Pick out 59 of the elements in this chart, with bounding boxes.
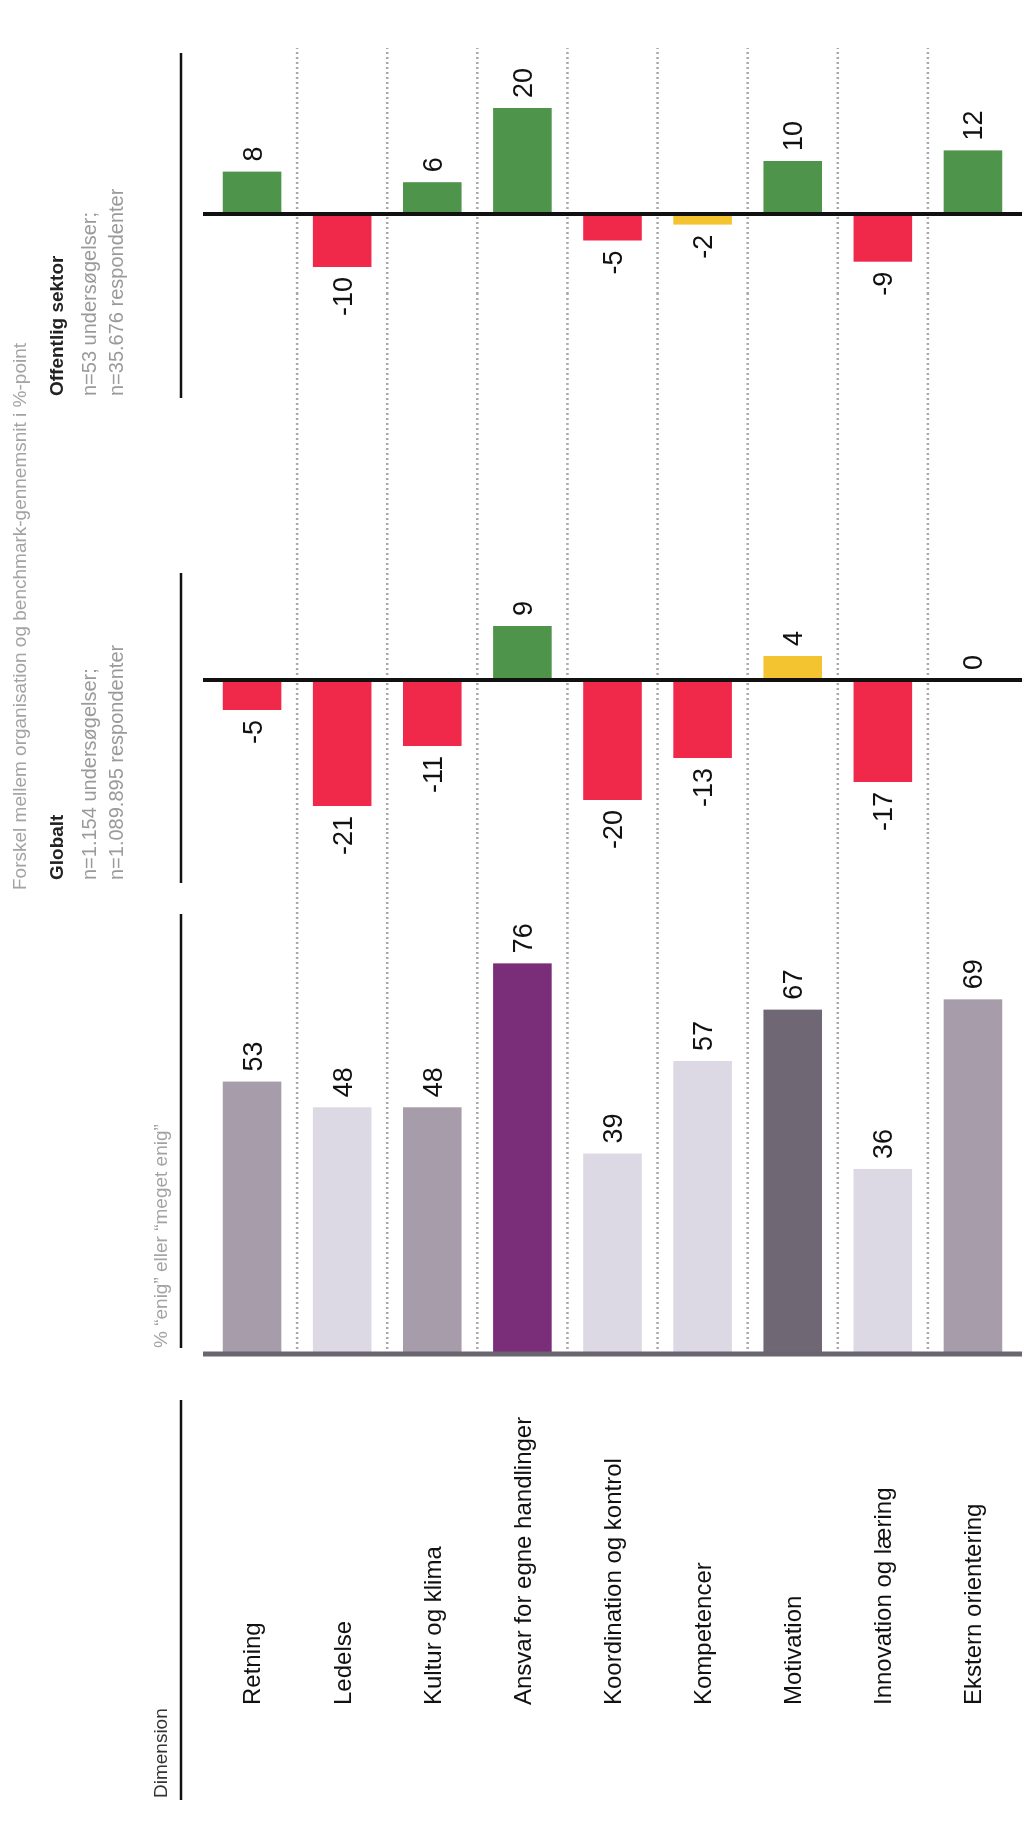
data-label: 10 [778,120,809,151]
bar [673,1061,732,1354]
x-tick-label: Kompetencer [689,1562,717,1705]
data-label: 48 [327,1067,358,1098]
bar [222,171,282,214]
x-tick-label: Ansvar for egne handlinger [508,1416,536,1705]
data-label: 0 [958,654,989,670]
data-label: -17 [868,792,899,832]
x-tick-label: Retning [238,1622,266,1705]
data-label: -5 [237,720,268,745]
data-label: 53 [237,1041,268,1072]
data-label: -2 [688,234,719,259]
text: Globalt [46,813,67,880]
data-label: 12 [958,110,989,141]
bar [853,1168,913,1354]
x-tick-label: Ledelse [328,1620,356,1705]
bar [583,1153,642,1354]
text: n=1.154 undersøgelser; n=1.089.895 respondenter [78,644,127,880]
x-tick-label: Ekstern orientering [959,1503,987,1705]
text: Offentlig sektor [46,254,67,396]
data-label: 76 [507,923,538,954]
data-label: 48 [417,1067,448,1098]
x-tick-label: Koordination og kontrol [598,1458,626,1705]
data-label: 69 [958,959,989,990]
bar [222,1081,282,1354]
text: % “enig” eller “meget enig” [150,1124,171,1348]
data-label: -9 [868,271,899,296]
bar [402,1107,462,1354]
bar [943,150,1003,214]
data-label: 39 [597,1113,628,1144]
data-label: -20 [597,810,628,850]
data-label: 8 [237,146,268,162]
data-label: 4 [778,630,809,646]
bar [312,1107,372,1354]
bar [312,214,372,267]
data-label: -5 [597,250,628,275]
data-label: -13 [688,768,719,808]
data-label: 6 [417,157,448,173]
data-label: 20 [507,67,538,98]
data-label: -11 [417,756,448,794]
text: n=53 undersøgelser; n=35.676 respondenter [78,188,127,396]
bar [853,214,913,262]
bar [493,108,552,214]
x-tick-label: Innovation og læring [869,1487,897,1705]
bar [402,182,462,214]
data-label: 57 [688,1020,719,1052]
data-label: 9 [507,600,538,616]
data-label: 67 [778,969,809,1000]
x-tick-label: Motivation [779,1595,807,1705]
data-label: 36 [868,1128,899,1159]
bar [943,999,1003,1354]
bar [583,214,642,241]
x-tick-label: Kultur og klima [418,1545,446,1705]
text: Dimension [150,1708,171,1798]
data-label: -21 [327,816,358,856]
text: Forskel mellem organisation og benchmark-gennemsnit i %-point [9,342,30,890]
data-label: -10 [327,277,358,317]
bar [493,963,552,1354]
bar [763,161,823,214]
